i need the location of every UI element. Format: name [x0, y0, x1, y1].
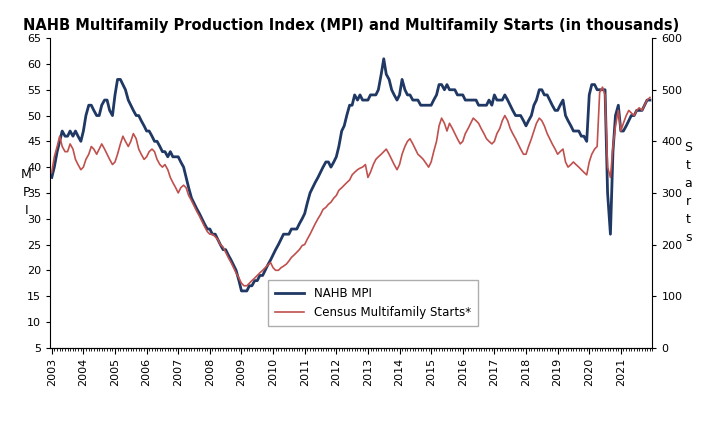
- Y-axis label: M
P
I: M P I: [21, 168, 32, 218]
- Census Multifamily Starts*: [598, 85, 607, 90]
- Census Multifamily Starts*: [495, 126, 504, 131]
- NAHB MPI: [564, 118, 572, 123]
- NAHB MPI: [440, 87, 449, 92]
- Census Multifamily Starts*: [561, 159, 570, 165]
- Census Multifamily Starts*: [200, 224, 209, 229]
- Census Multifamily Starts*: [645, 95, 654, 100]
- NAHB MPI: [498, 98, 507, 103]
- Line: NAHB MPI: NAHB MPI: [52, 59, 650, 291]
- NAHB MPI: [237, 288, 246, 293]
- Census Multifamily Starts*: [47, 170, 56, 175]
- Census Multifamily Starts*: [239, 283, 248, 288]
- Title: NAHB Multifamily Production Index (MPI) and Multifamily Starts (in thousands): NAHB Multifamily Production Index (MPI) …: [23, 18, 680, 33]
- NAHB MPI: [645, 98, 654, 103]
- Line: Census Multifamily Starts*: Census Multifamily Starts*: [52, 87, 650, 286]
- NAHB MPI: [198, 216, 206, 221]
- Census Multifamily Starts*: [437, 116, 446, 121]
- NAHB MPI: [47, 175, 56, 180]
- Y-axis label: S
t
a
r
t
s: S t a r t s: [685, 142, 693, 244]
- NAHB MPI: [379, 56, 388, 61]
- NAHB MPI: [524, 118, 533, 123]
- Census Multifamily Starts*: [198, 219, 206, 224]
- NAHB MPI: [200, 221, 209, 226]
- Legend: NAHB MPI, Census Multifamily Starts*: NAHB MPI, Census Multifamily Starts*: [267, 280, 478, 326]
- Census Multifamily Starts*: [522, 152, 531, 157]
